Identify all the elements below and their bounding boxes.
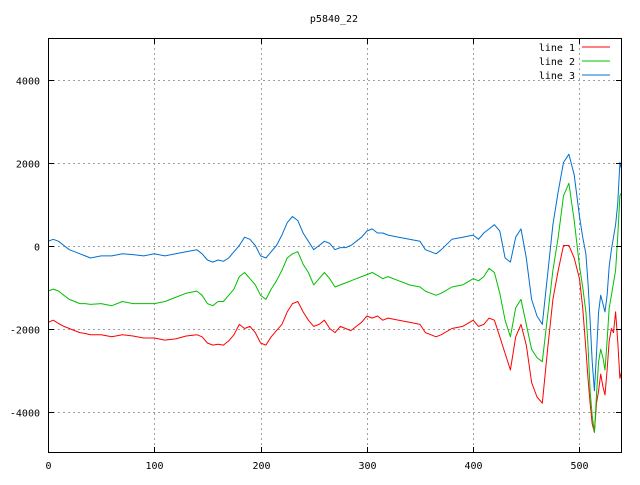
legend-label: line 1 [539, 43, 575, 54]
grid [48, 38, 622, 453]
x-tick-label: 200 [252, 461, 270, 472]
x-tick-label: 300 [358, 461, 376, 472]
series-line-1 [48, 245, 622, 433]
series-group [48, 153, 622, 433]
x-tick-label: 0 [45, 461, 51, 472]
y-tick-label: 2000 [16, 160, 40, 171]
series-line-3 [48, 153, 622, 392]
chart-title: p5840_22 [310, 14, 358, 25]
x-tick-label: 500 [570, 461, 588, 472]
plot-frame [48, 38, 622, 453]
legend: line 1 line 2 line 3 [539, 43, 610, 82]
series-line-2 [48, 182, 622, 433]
y-tick-label: -2000 [10, 326, 40, 337]
legend-label: line 2 [539, 57, 575, 68]
x-tick-label: 400 [464, 461, 482, 472]
y-tick-label: 0 [34, 243, 40, 254]
series-layer [48, 153, 622, 433]
x-tick-label: 100 [145, 461, 163, 472]
y-tick-label: -4000 [10, 409, 40, 420]
y-tick-label: 4000 [16, 77, 40, 88]
axis-ticks: 0 100 200 300 400 500 -4000 -2000 0 2000 4000 [10, 38, 622, 472]
legend-label: line 3 [539, 71, 575, 82]
